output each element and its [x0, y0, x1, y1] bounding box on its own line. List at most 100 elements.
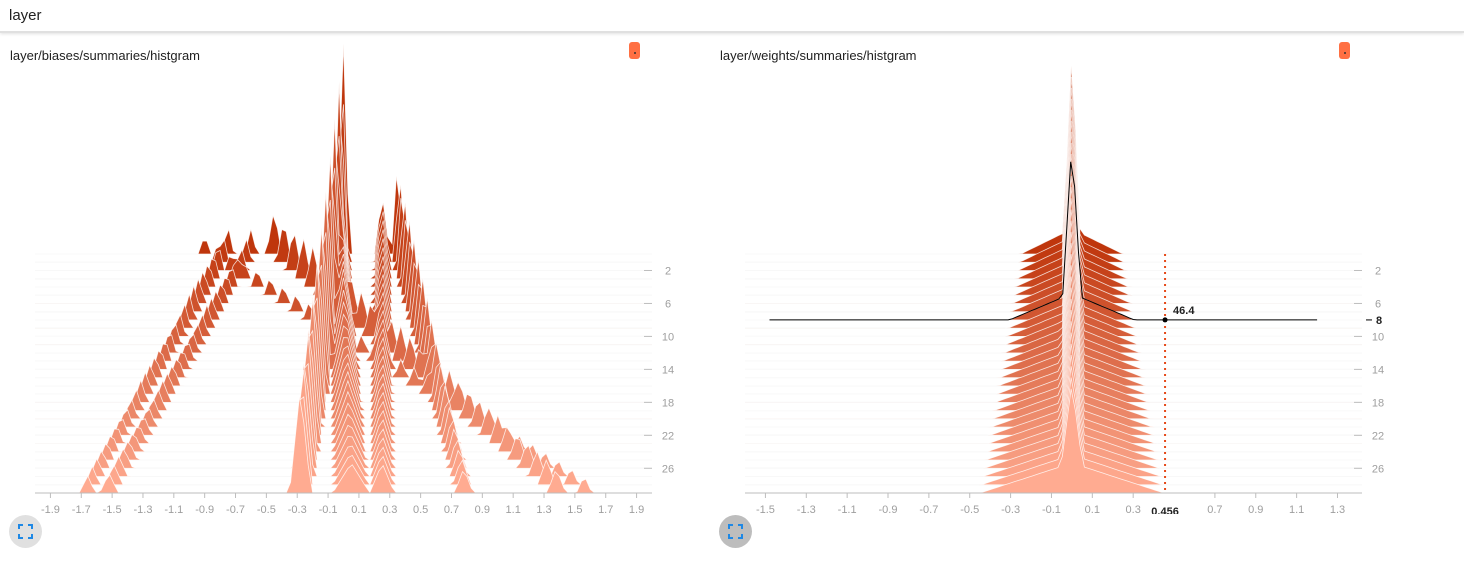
step-tick-label: 6 — [665, 298, 671, 310]
x-tick-label: 0.7 — [1207, 504, 1222, 514]
card-title: layer/weights/summaries/histgram — [720, 48, 917, 63]
step-tick-label: 10 — [1372, 331, 1384, 343]
x-tick-label: 0.3 — [1126, 504, 1141, 514]
card-title: layer/biases/summaries/histgram — [10, 48, 201, 63]
step-tick-label: 2 — [665, 265, 671, 277]
x-tick-label: -0.3 — [288, 504, 307, 514]
histogram-ridge — [744, 98, 1363, 280]
x-tick-label: -0.5 — [960, 504, 979, 514]
histogram-chart-weights[interactable]: -1.5 -1.3 -1.1 -0.9 -0.7 -0.5 -0.3 -0.1 0.1 0.3 0.… — [710, 34, 1430, 514]
x-tick-label: -0.3 — [1001, 504, 1020, 514]
x-tick-label: 1.7 — [598, 504, 613, 514]
x-tick-label: 1.1 — [1289, 504, 1304, 514]
histogram-ridge — [34, 362, 653, 461]
group-title: layer — [9, 7, 42, 24]
step-tick-label: 2 — [1375, 265, 1381, 277]
top-bar: layer — [0, 0, 1464, 33]
x-tick-label: 0.3 — [382, 504, 397, 514]
x-tick-label: -1.5 — [756, 504, 775, 514]
x-tick-label: -0.9 — [195, 504, 214, 514]
histogram-ridge — [744, 87, 1363, 271]
x-tick-label: 1.3 — [1330, 504, 1345, 514]
x-tick-label: -1.1 — [164, 504, 183, 514]
x-tick-label: -1.3 — [133, 504, 152, 514]
histogram-ridge — [744, 343, 1363, 461]
x-tick-label: 0.5 — [413, 504, 428, 514]
step-tick-label: 26 — [1372, 463, 1384, 475]
step-tick-label: 10 — [662, 331, 674, 343]
hover-ridge-outline — [769, 161, 1318, 321]
step-tick-label: 6 — [1375, 298, 1381, 310]
step-tick-label: 14 — [662, 364, 674, 376]
step-tick-label: 18 — [1372, 397, 1384, 409]
step-tick-label: 22 — [1372, 430, 1384, 442]
hover-count-label: 46.4 — [1173, 305, 1195, 317]
histogram-ridge — [34, 334, 653, 453]
step-tick-label: 14 — [1372, 364, 1384, 376]
histogram-chart-biases[interactable]: -1.9 -1.7 -1.5 -1.3 -1.1 -0.9 -0.7 -0.5 -0.3 -0.1… — [0, 34, 720, 514]
histogram-ridge — [744, 287, 1363, 420]
x-tick-label: 0.9 — [1248, 504, 1263, 514]
x-tick-label: 0.9 — [475, 504, 490, 514]
histogram-ridge — [744, 76, 1363, 263]
x-tick-label: -0.1 — [319, 504, 338, 514]
x-tick-label: -0.9 — [879, 504, 898, 514]
histogram-ridge — [744, 231, 1363, 379]
x-tick-label: 0.1 — [1085, 504, 1100, 514]
histogram-card-weights: -1.5 -1.3 -1.1 -0.9 -0.7 -0.5 -0.3 -0.1 0.1 0.3 0.… — [710, 34, 1430, 571]
x-tick-label: -1.5 — [103, 504, 122, 514]
histogram-ridge — [744, 298, 1363, 428]
histogram-ridge — [744, 377, 1363, 486]
run-color-icon[interactable] — [629, 42, 640, 59]
step-tick-label: 18 — [662, 397, 674, 409]
histogram-ridge — [744, 164, 1363, 329]
histogram-ridge — [745, 65, 1362, 255]
histogram-ridge — [744, 310, 1363, 436]
histogram-ridge — [744, 131, 1363, 304]
histogram-ridge — [34, 370, 653, 478]
expand-button[interactable] — [9, 515, 42, 548]
fullscreen-icon — [18, 524, 33, 539]
histogram-ridge — [744, 176, 1363, 337]
step-tick-label: 26 — [662, 463, 674, 475]
x-tick-label: -0.7 — [919, 504, 938, 514]
x-tick-label: -0.5 — [257, 504, 276, 514]
x-tick-label: 0.1 — [351, 504, 366, 514]
x-tick-label: 0.7 — [444, 504, 459, 514]
hover-x-label: 0.456 — [1151, 506, 1179, 514]
histogram-ridge — [744, 321, 1363, 444]
histogram-ridge — [744, 198, 1363, 354]
run-color-icon[interactable] — [1339, 42, 1350, 59]
histogram-ridge — [34, 112, 653, 273]
x-tick-label: -1.9 — [41, 504, 60, 514]
histogram-ridge — [744, 209, 1363, 362]
histogram-ridge — [744, 265, 1363, 403]
histogram-ridge — [744, 120, 1363, 296]
x-tick-label: -1.1 — [838, 504, 857, 514]
histogram-ridge — [34, 299, 653, 428]
x-tick-label: 1.3 — [536, 504, 551, 514]
x-tick-label: 1.1 — [506, 504, 521, 514]
histogram-ridge — [744, 276, 1363, 411]
histogram-ridge — [744, 366, 1363, 477]
histogram-card-biases: -1.9 -1.7 -1.5 -1.3 -1.1 -0.9 -0.7 -0.5 -0.3 -0.1… — [0, 34, 720, 571]
histogram-ridge — [744, 109, 1363, 288]
fullscreen-icon — [728, 524, 743, 539]
hover-point — [1162, 317, 1168, 323]
hover-step-label: 8 — [1376, 315, 1382, 327]
histogram-ridge — [34, 329, 653, 445]
x-tick-label: 1.9 — [629, 504, 644, 514]
histogram-ridge — [744, 332, 1363, 453]
histogram-ridge — [744, 355, 1363, 469]
x-tick-label: -1.3 — [797, 504, 816, 514]
histogram-ridge — [744, 220, 1363, 370]
histogram-ridge — [744, 187, 1363, 346]
x-tick-label: 1.5 — [567, 504, 582, 514]
x-tick-label: -0.7 — [226, 504, 245, 514]
expand-button[interactable] — [719, 515, 752, 548]
histogram-ridge — [744, 242, 1363, 387]
histogram-ridge — [744, 142, 1363, 313]
x-tick-label: -1.7 — [72, 504, 91, 514]
step-tick-label: 22 — [662, 430, 674, 442]
x-tick-label: -0.1 — [1042, 504, 1061, 514]
